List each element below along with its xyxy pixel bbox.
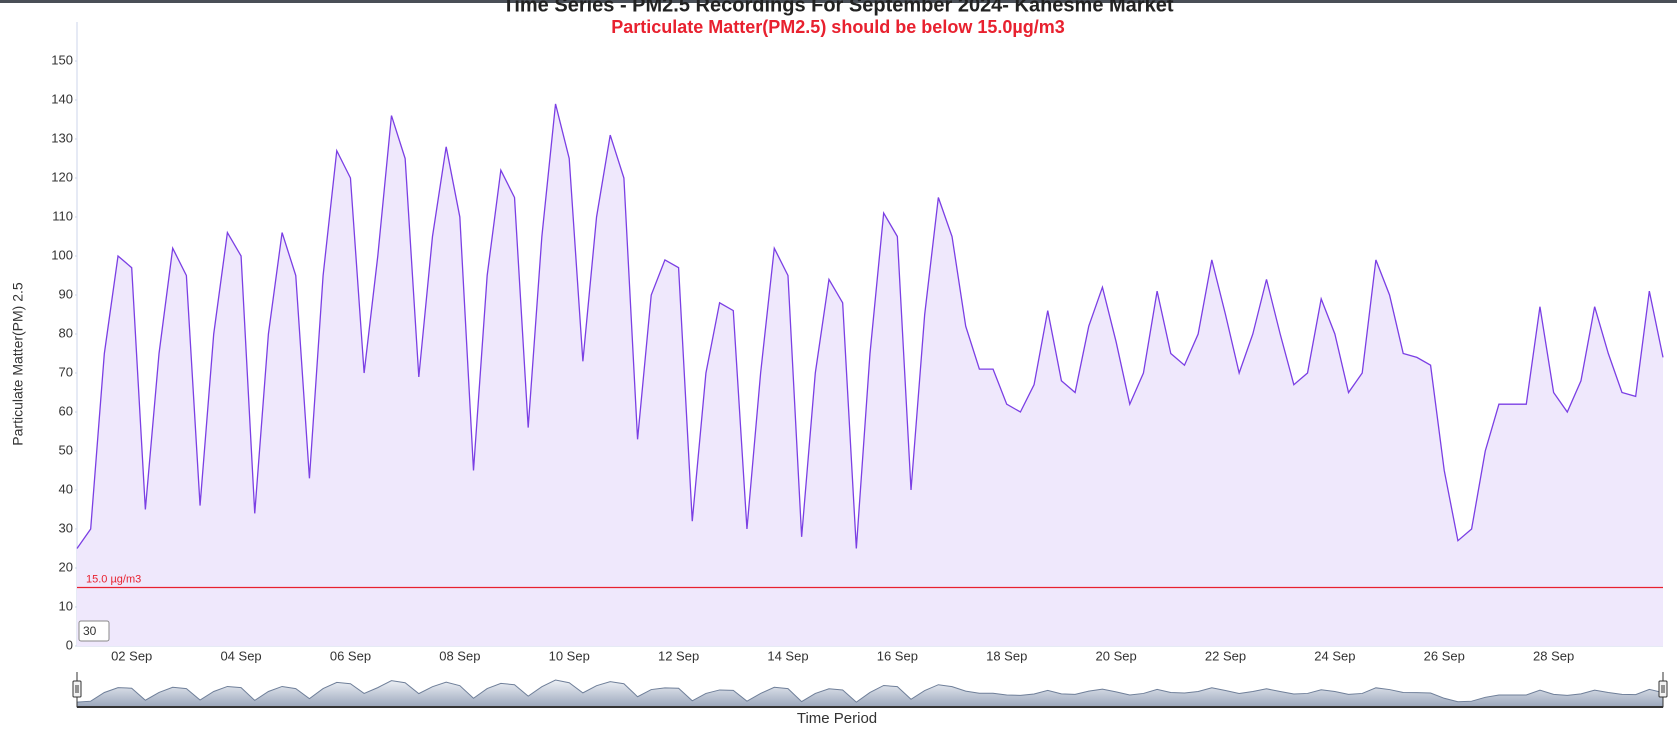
x-tick-label: 22 Sep xyxy=(1205,648,1246,663)
y-tick-label: 100 xyxy=(51,247,73,262)
y-tick-label: 90 xyxy=(59,286,73,301)
x-tick-label: 02 Sep xyxy=(111,648,152,663)
y-tick-label: 30 xyxy=(59,520,73,535)
range-input[interactable] xyxy=(78,620,110,642)
x-tick-label: 06 Sep xyxy=(330,648,371,663)
x-tick-label: 20 Sep xyxy=(1096,648,1137,663)
threshold-label: 15.0 µg/m3 xyxy=(86,573,141,585)
x-tick-label: 28 Sep xyxy=(1533,648,1574,663)
y-tick-label: 80 xyxy=(59,325,73,340)
y-tick-label: 10 xyxy=(59,598,73,613)
y-tick-label: 40 xyxy=(59,481,73,496)
x-tick-label: 04 Sep xyxy=(220,648,261,663)
y-tick-label: 20 xyxy=(59,559,73,574)
range-input-value[interactable]: 30 xyxy=(83,624,97,638)
x-axis-title: Time Period xyxy=(797,710,877,727)
x-tick-label: 24 Sep xyxy=(1314,648,1355,663)
x-tick-label: 10 Sep xyxy=(549,648,590,663)
y-tick-label: 110 xyxy=(52,208,73,223)
x-tick-label: 16 Sep xyxy=(877,648,918,663)
navigator-area xyxy=(76,679,1664,708)
x-tick-label: 08 Sep xyxy=(439,648,480,663)
y-tick-label: 150 xyxy=(51,52,73,67)
x-tick-label: 26 Sep xyxy=(1424,648,1465,663)
y-tick-label: 50 xyxy=(59,442,73,457)
chart-title: Time Series - PM2.5 Recordings For Septe… xyxy=(502,0,1173,16)
x-tick-label: 14 Sep xyxy=(767,648,808,663)
chart-subtitle: Particulate Matter(PM2.5) should be belo… xyxy=(611,17,1064,37)
area-fill xyxy=(77,103,1663,646)
y-axis-title: Particulate Matter(PM) 2.5 xyxy=(10,282,26,446)
navigator-handle[interactable] xyxy=(1658,680,1668,698)
y-tick-label: 140 xyxy=(51,91,73,106)
y-tick-label: 0 xyxy=(66,637,73,652)
y-tick-label: 60 xyxy=(59,403,73,418)
x-tick-label: 18 Sep xyxy=(986,648,1027,663)
top-border xyxy=(0,0,1677,3)
y-tick-label: 130 xyxy=(51,130,73,145)
x-tick-label: 12 Sep xyxy=(658,648,699,663)
y-tick-label: 70 xyxy=(59,364,73,379)
series-line xyxy=(76,103,1664,549)
navigator-handle[interactable] xyxy=(72,680,82,698)
y-tick-label: 120 xyxy=(51,169,73,184)
